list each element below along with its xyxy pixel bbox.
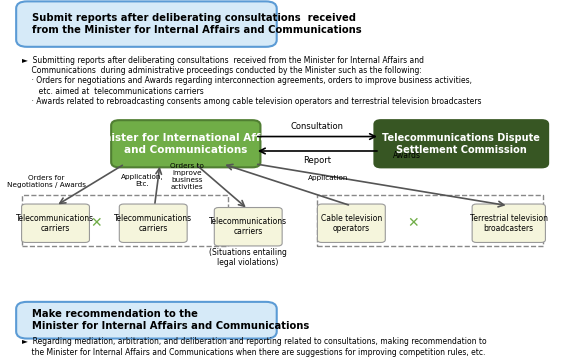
Text: Report: Report [303, 156, 331, 165]
Text: Submit reports after deliberating consultations  received
from the Minister for : Submit reports after deliberating consul… [32, 13, 362, 35]
Text: ►  Regarding mediation, arbitration, and deliberation and reporting related to c: ► Regarding mediation, arbitration, and … [21, 338, 486, 357]
FancyBboxPatch shape [214, 208, 282, 246]
Text: Telecommunications Dispute
Settlement Commission: Telecommunications Dispute Settlement Co… [382, 133, 540, 155]
Text: ✕: ✕ [90, 216, 102, 230]
Text: Application: Application [308, 175, 349, 181]
Text: Cable television
operators: Cable television operators [321, 214, 382, 233]
FancyBboxPatch shape [111, 120, 260, 168]
FancyBboxPatch shape [16, 1, 277, 47]
Bar [317, 195, 543, 246]
Bar [21, 195, 228, 246]
FancyBboxPatch shape [472, 204, 545, 243]
Text: Telecommunications
carriers: Telecommunications carriers [16, 214, 95, 233]
FancyBboxPatch shape [375, 120, 548, 168]
Text: Orders to
improve
business
activities: Orders to improve business activities [170, 162, 204, 190]
Text: Consultation: Consultation [291, 122, 344, 131]
Text: Make recommendation to the
Minister for Internal Affairs and Communications: Make recommendation to the Minister for … [32, 309, 310, 331]
Text: (Situations entailing
legal violations): (Situations entailing legal violations) [209, 248, 287, 267]
FancyBboxPatch shape [119, 204, 187, 243]
FancyBboxPatch shape [317, 204, 385, 243]
Text: Application,
Etc.: Application, Etc. [121, 174, 164, 187]
FancyBboxPatch shape [16, 302, 277, 339]
Text: Awards: Awards [393, 151, 421, 160]
Text: Orders for
Negotiations / Awards: Orders for Negotiations / Awards [6, 175, 85, 188]
Text: ✕: ✕ [408, 216, 419, 230]
Text: Telecommunications
carriers: Telecommunications carriers [114, 214, 193, 233]
FancyBboxPatch shape [21, 204, 89, 243]
Text: Telecommunications
carriers: Telecommunications carriers [209, 217, 287, 236]
Text: Minister for International Affairs
and Communications: Minister for International Affairs and C… [89, 133, 282, 155]
Text: ►  Submitting reports after deliberating consultations  received from the Minist: ► Submitting reports after deliberating … [21, 56, 481, 106]
Text: Terrestrial television
broadcasters: Terrestrial television broadcasters [470, 214, 548, 233]
